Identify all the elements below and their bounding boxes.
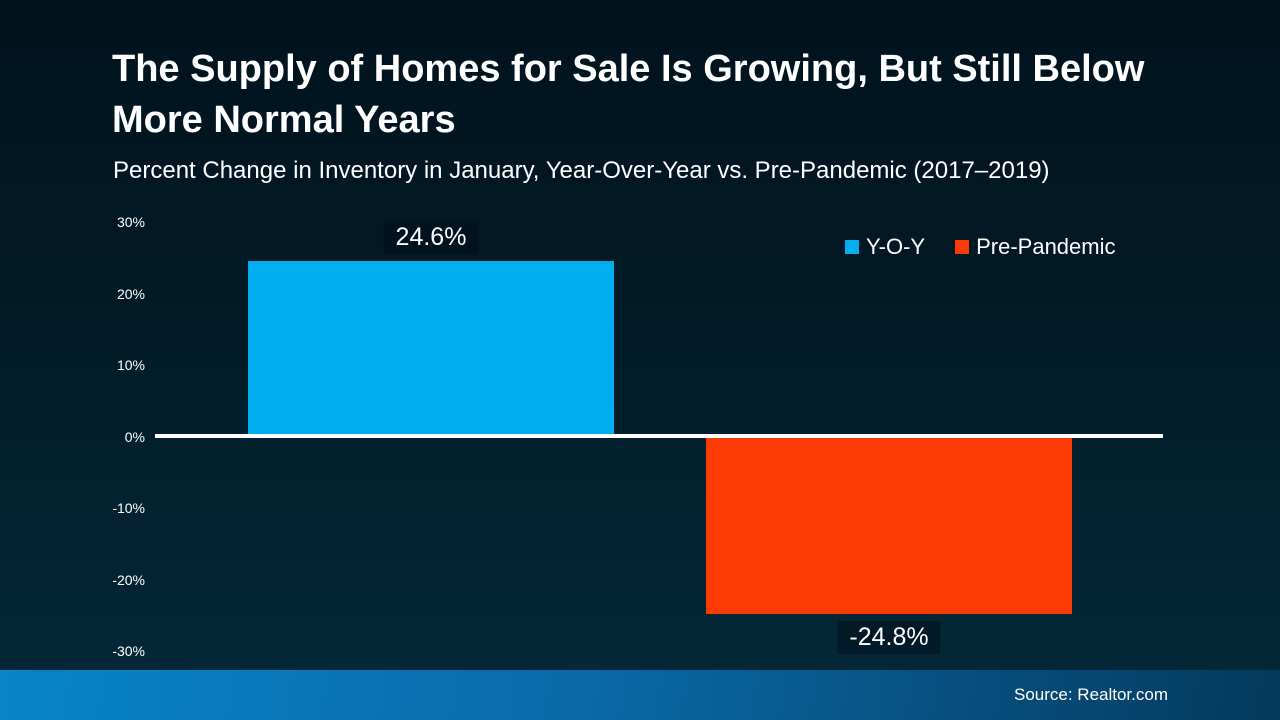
y-axis-tick-label: -20% <box>112 571 145 588</box>
bar-pre-pandemic <box>706 436 1072 614</box>
y-axis-tick-label: 10% <box>116 357 145 373</box>
bar-y-o-y <box>248 260 614 437</box>
legend-item-pre-pandemic: Pre-Pandemic <box>955 234 1115 260</box>
chart-subtitle: Percent Change in Inventory in January, … <box>113 157 1050 184</box>
y-axis-tick-label: -30% <box>112 643 145 659</box>
source-text: Source: Realtor.com <box>1013 685 1168 704</box>
page-title: The Supply of Homes for Sale Is Growing,… <box>112 48 1145 141</box>
legend-swatch-pre-pandemic-icon <box>955 240 970 254</box>
bar-value-label: -24.8% <box>837 620 941 654</box>
legend-item-yoy: Y-O-Y <box>845 234 925 260</box>
legend-label-yoy: Y-O-Y <box>866 234 926 259</box>
footer-band: Source: Realtor.com <box>0 670 1280 720</box>
legend-swatch-yoy-icon <box>845 240 859 254</box>
y-axis-tick-label: 30% <box>116 214 145 230</box>
zero-axis-line <box>155 434 1163 438</box>
legend: Y-O-Y Pre-Pandemic <box>845 234 1115 260</box>
bar-value-label: 24.6% <box>383 220 479 254</box>
legend-label-pre-pandemic: Pre-Pandemic <box>976 234 1116 259</box>
y-axis-tick-label: -10% <box>112 500 145 516</box>
y-axis-tick-label: 20% <box>116 285 145 302</box>
y-axis-tick-label: 0% <box>124 428 145 445</box>
